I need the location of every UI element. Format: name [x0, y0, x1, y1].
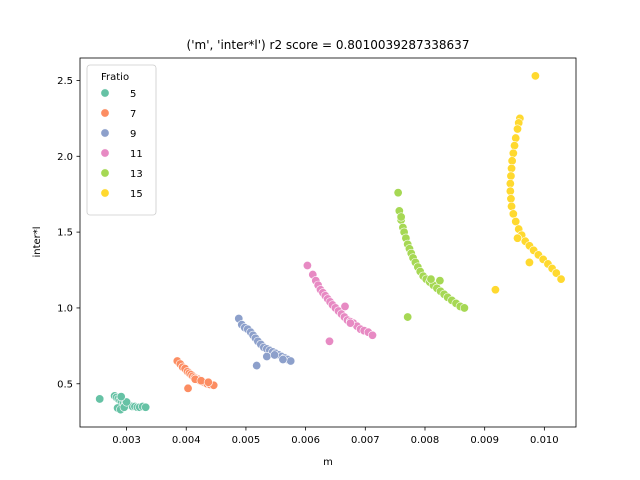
data-point-series-11-0: [302, 260, 312, 270]
x-axis: 0.003 0.004 0.005 0.006 0.007 0.008 0.009 0.010: [112, 427, 559, 446]
data-point-series-15-3: [513, 124, 523, 134]
legend-label-15: 15: [130, 189, 143, 200]
data-point-series-13-24: [459, 303, 469, 313]
data-point-series-15-14: [508, 209, 518, 219]
legend-label-7: 7: [130, 109, 136, 120]
data-point-series-5-21: [116, 392, 126, 402]
data-point-series-11-23: [340, 301, 350, 311]
x-axis-label: m: [323, 457, 333, 468]
legend-box: [86, 64, 157, 216]
data-point-series-15-9: [506, 171, 516, 181]
legend-marker-15: [100, 188, 110, 198]
y-tick-label: 1.0: [57, 303, 73, 314]
data-point-series-15-0: [530, 71, 540, 81]
legend-marker-13: [100, 168, 110, 178]
legend-label-5: 5: [130, 89, 136, 100]
data-point-series-11-24: [345, 318, 355, 328]
data-point-series-9-18: [286, 356, 296, 366]
legend-items: 5 7 9 11 13 15: [100, 88, 143, 200]
chart-title: ('m', 'inter*l') r2 score = 0.8010039287…: [187, 38, 470, 52]
data-point-series-15-8: [507, 163, 517, 173]
x-tick-label: 0.008: [411, 435, 440, 446]
x-tick-label: 0.005: [232, 435, 261, 446]
data-point-series-15-12: [506, 194, 516, 204]
data-point-series-13-27: [435, 276, 445, 286]
data-point-series-15-13: [507, 201, 517, 211]
plot-frame: [79, 57, 577, 428]
data-point-series-15-4: [511, 133, 521, 143]
data-point-series-15-29: [513, 233, 523, 243]
data-point-series-15-26: [556, 274, 566, 284]
y-tick-label: 0.5: [57, 379, 73, 390]
data-point-series-13-0: [393, 188, 403, 198]
data-point-series-15-28: [524, 257, 534, 267]
y-axis-label: inter*l: [32, 226, 43, 257]
data-point-series-11-21: [367, 330, 377, 340]
plot-area: [80, 58, 576, 427]
data-point-series-15-5: [510, 141, 520, 151]
x-tick-label: 0.003: [112, 435, 141, 446]
data-point-series-15-7: [507, 156, 517, 166]
data-point-series-13-25: [403, 312, 413, 322]
legend-label-9: 9: [130, 129, 136, 140]
data-point-series-11-22: [324, 336, 334, 346]
x-tick-label: 0.009: [470, 435, 499, 446]
x-tick-label: 0.006: [291, 435, 320, 446]
y-tick-label: 2.0: [57, 152, 73, 163]
data-point-series-13-28: [396, 212, 406, 222]
y-axis: 0.5 1.0 1.5 2.0 2.5: [57, 76, 80, 390]
data-point-series-13-26: [426, 274, 436, 284]
data-point-series-15-10: [505, 179, 515, 189]
legend-title: Fratio: [101, 72, 129, 83]
data-point-series-15-6: [508, 148, 518, 158]
data-point-series-15-25: [551, 268, 561, 278]
y-tick-label: 2.5: [57, 76, 73, 87]
data-point-series-5-16: [141, 402, 151, 412]
data-point-series-9-21: [270, 350, 280, 360]
x-tick-label: 0.004: [172, 435, 201, 446]
data-point-series-15-15: [511, 216, 521, 226]
data-point-series-9-19: [252, 361, 262, 371]
legend-marker-11: [100, 148, 110, 158]
data-point-series-9-20: [262, 351, 272, 361]
legend-marker-9: [100, 128, 110, 138]
x-tick-label: 0.007: [351, 435, 380, 446]
data-point-series-5-20: [122, 397, 132, 407]
data-point-series-15-27: [490, 285, 500, 295]
y-tick-label: 1.5: [57, 228, 73, 239]
data-point-series-15-11: [505, 186, 515, 196]
data-point-series-7-21: [203, 377, 213, 387]
data-point-series-5-0: [95, 394, 105, 404]
points-layer: [95, 71, 566, 415]
x-tick-label: 0.010: [530, 435, 559, 446]
legend: Fratio 5 7 9 11 13 15: [86, 64, 157, 216]
legend-marker-5: [100, 88, 110, 98]
legend-marker-7: [100, 108, 110, 118]
legend-label-11: 11: [130, 149, 143, 160]
data-point-series-9-22: [278, 355, 288, 365]
data-point-series-7-18: [183, 383, 193, 393]
legend-label-13: 13: [130, 169, 143, 180]
